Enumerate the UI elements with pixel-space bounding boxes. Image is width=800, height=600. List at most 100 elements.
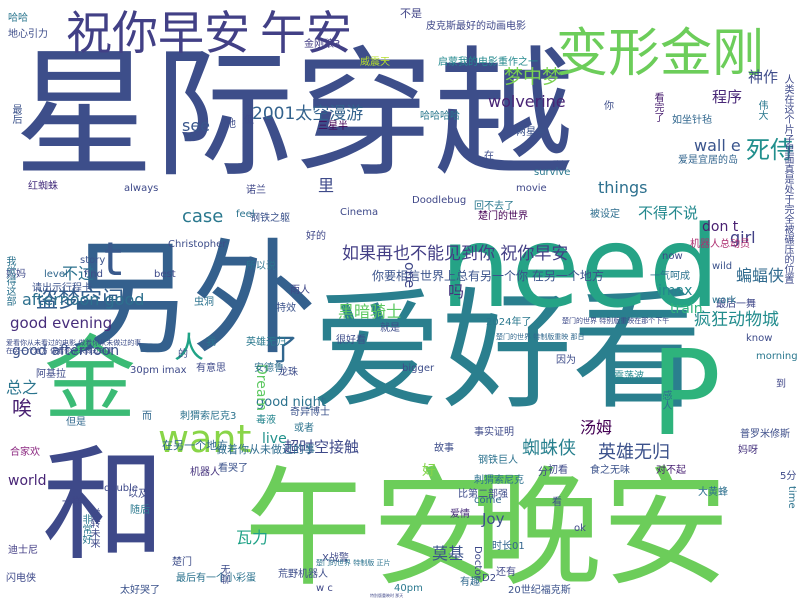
- word-cloud-term: t: [104, 232, 123, 286]
- word-cloud-term: 人类在这个片子里面真是处于完全被碾压的位置: [782, 74, 793, 284]
- word-cloud-term: 事实证明: [474, 427, 514, 438]
- word-cloud-term: 而: [142, 411, 152, 422]
- word-cloud-term: 龙珠: [278, 367, 298, 378]
- word-cloud-term: 两星半: [516, 127, 546, 138]
- word-cloud-term: 疯狂动物城: [694, 310, 779, 330]
- word-cloud-term: good night: [256, 395, 326, 410]
- word-cloud-term: 看完了: [652, 92, 663, 122]
- word-cloud-term: 2024年了: [486, 317, 532, 328]
- word-cloud-term: survive: [534, 167, 571, 178]
- word-cloud-term: 英雄无归: [598, 442, 670, 463]
- word-cloud-term: 了: [268, 333, 298, 368]
- word-cloud-term: 不是: [400, 7, 422, 20]
- word-cloud-term: 伟大: [756, 100, 767, 120]
- word-cloud-term: 变形金刚: [556, 24, 765, 84]
- word-cloud-term: 午安: [244, 455, 501, 600]
- word-cloud-term: level: [44, 269, 68, 280]
- word-cloud-term: 哈哈: [8, 13, 28, 24]
- word-cloud-term: 机器人总动员: [690, 239, 750, 250]
- word-cloud-term: 非常好: [80, 514, 91, 544]
- word-cloud-term: 地心引力: [8, 29, 48, 40]
- word-cloud-term: 你: [604, 101, 614, 112]
- word-cloud-term: 震荡波: [614, 371, 644, 382]
- word-cloud-term: 爱情: [450, 509, 470, 520]
- word-cloud-term: 在: [484, 151, 494, 162]
- word-cloud-term: 另外: [68, 228, 317, 372]
- word-cloud-term: 一样: [62, 497, 82, 508]
- word-cloud-term: good evening: [10, 314, 113, 332]
- word-cloud-term: 黑暗骑士: [338, 302, 403, 321]
- word-cloud-term: movie: [516, 183, 547, 194]
- word-cloud-term: 因为: [556, 355, 576, 366]
- word-cloud-term: w c: [316, 583, 333, 594]
- word-cloud-term: X战警: [322, 553, 349, 564]
- word-cloud-term: morning: [756, 351, 798, 362]
- word-cloud-term: 毒液: [256, 415, 276, 426]
- word-cloud-term: 人: [174, 331, 204, 366]
- word-cloud-term: 有意思: [196, 363, 226, 374]
- word-cloud-term: Doctor: [472, 546, 483, 580]
- word-cloud-term: 看哭了: [218, 463, 248, 474]
- word-cloud-term: 以及: [128, 489, 148, 500]
- word-cloud-term: train: [670, 301, 703, 317]
- word-cloud-term: 还有: [496, 567, 516, 578]
- word-cloud-term: 妈妈: [6, 269, 26, 280]
- word-cloud-term: 诺兰: [246, 185, 266, 196]
- word-cloud-term: 普罗米修斯: [740, 429, 790, 440]
- word-cloud-term: 请出示行程卡: [32, 283, 92, 294]
- word-cloud-term: 梦中梦: [504, 66, 562, 88]
- word-cloud-term: 不得不说: [638, 204, 699, 222]
- word-cloud-term: 好: [422, 463, 436, 479]
- word-cloud-term: 爱是宜居的岛: [678, 155, 738, 166]
- word-cloud-term: 威震天: [360, 57, 390, 68]
- word-cloud-term: 星际穿越: [14, 34, 575, 197]
- word-cloud-term: 蝙蝠侠: [736, 266, 785, 285]
- word-cloud-term: 我觉得这部: [4, 256, 15, 306]
- word-cloud-term: 回不去了: [474, 201, 514, 212]
- word-cloud-term: know: [746, 333, 773, 344]
- word-cloud-term: 很好看: [336, 335, 366, 346]
- word-cloud-term: 他: [226, 119, 236, 130]
- word-cloud-term: 就是: [380, 323, 400, 334]
- word-cloud-term: 祝你早安: [66, 6, 250, 60]
- word-cloud-term: wolverine: [488, 92, 566, 111]
- word-cloud-term: live: [262, 431, 287, 447]
- word-cloud-term: 里: [318, 176, 335, 195]
- word-cloud-term: 莫基: [432, 544, 465, 563]
- word-cloud-term: 合家欢: [10, 447, 40, 458]
- word-cloud-term: 但是: [66, 417, 86, 428]
- word-cloud-term: 你要相信世界上总有另一个你 在另一个地方: [372, 269, 604, 283]
- word-cloud-term: 钢铁巨人: [478, 455, 518, 466]
- word-cloud-term: 汤姆: [580, 418, 613, 437]
- word-cloud-term: 瓦力: [236, 528, 269, 547]
- word-cloud-term: 最后一舞: [716, 299, 756, 310]
- word-cloud-term: 金刚狼3: [304, 39, 341, 50]
- word-cloud-term: don t: [702, 219, 739, 235]
- word-cloud-term: 到: [776, 379, 786, 390]
- word-cloud-term: 钢铁之躯: [250, 213, 290, 224]
- word-cloud-term: 20世纪福克斯: [508, 585, 571, 596]
- word-cloud-term: 午安: [260, 6, 352, 60]
- word-cloud-term: things: [598, 178, 648, 197]
- word-cloud-term: 哈哈哈哈: [420, 111, 460, 122]
- word-cloud-term: 看: [552, 497, 562, 508]
- word-cloud-term: 如果再也不能见到你 祝你早安: [342, 244, 569, 264]
- word-cloud-term: 感人: [660, 390, 671, 410]
- word-cloud-term: 刺猬索尼克3: [180, 411, 237, 422]
- word-cloud-term: 楚门的世界 特别版重映在那个下午: [562, 317, 670, 325]
- word-cloud-term: ok: [574, 523, 586, 534]
- word-cloud-term: 逆转未来: [88, 508, 99, 548]
- word-cloud-term: 但: [244, 115, 254, 126]
- word-cloud-term: double: [104, 483, 139, 494]
- word-cloud-term: 荒野机器人: [278, 569, 328, 580]
- word-cloud-term: want: [158, 417, 252, 461]
- word-cloud-term: 总之: [6, 378, 39, 397]
- word-cloud-term: 刺猬索尼克: [474, 475, 524, 486]
- word-cloud-term: 迪士尼: [8, 545, 38, 556]
- word-cloud-term: 特别版重映时 那天: [370, 593, 404, 598]
- word-cloud-term: 2001太空漫游: [252, 104, 364, 124]
- word-cloud-term: 皮克斯最好的动画电影: [426, 21, 526, 32]
- word-cloud-term: 晚安: [474, 455, 731, 600]
- word-cloud-term: 的: [178, 349, 188, 360]
